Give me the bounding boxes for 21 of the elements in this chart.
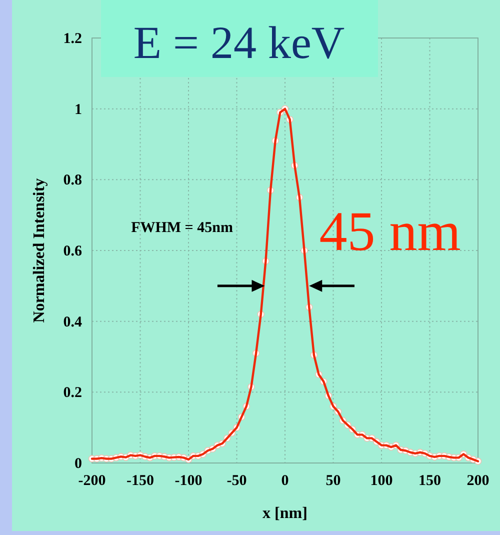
y-axis-title: Normalized Intensity (31, 178, 48, 323)
x-tick-label: 0 (281, 473, 289, 489)
y-tick-label: 0.2 (63, 385, 82, 402)
x-tick-label: -50 (226, 473, 247, 489)
y-tick-label: 0.6 (63, 244, 82, 260)
annotation: FWHM = 45nm (131, 220, 234, 236)
x-tick-label: -200 (78, 473, 106, 489)
y-tick-label: 0.4 (63, 314, 82, 330)
y-tick-label: 1 (74, 102, 82, 118)
x-tick-label: 100 (370, 473, 393, 489)
annotation: 45 nm (319, 201, 461, 263)
x-tick-label: 200 (466, 473, 490, 489)
y-tick-label: 0.8 (63, 172, 82, 189)
x-axis-title: x [nm] (262, 505, 308, 522)
x-tick-label: -150 (126, 473, 154, 489)
x-tick-label: 150 (418, 473, 441, 489)
x-tick-label: 50 (326, 473, 341, 489)
y-tick-label: 0 (74, 456, 82, 472)
x-tick-label: -100 (174, 473, 202, 489)
chart-title: E = 24 keV (133, 17, 345, 68)
y-tick-label: 1.2 (63, 31, 82, 47)
